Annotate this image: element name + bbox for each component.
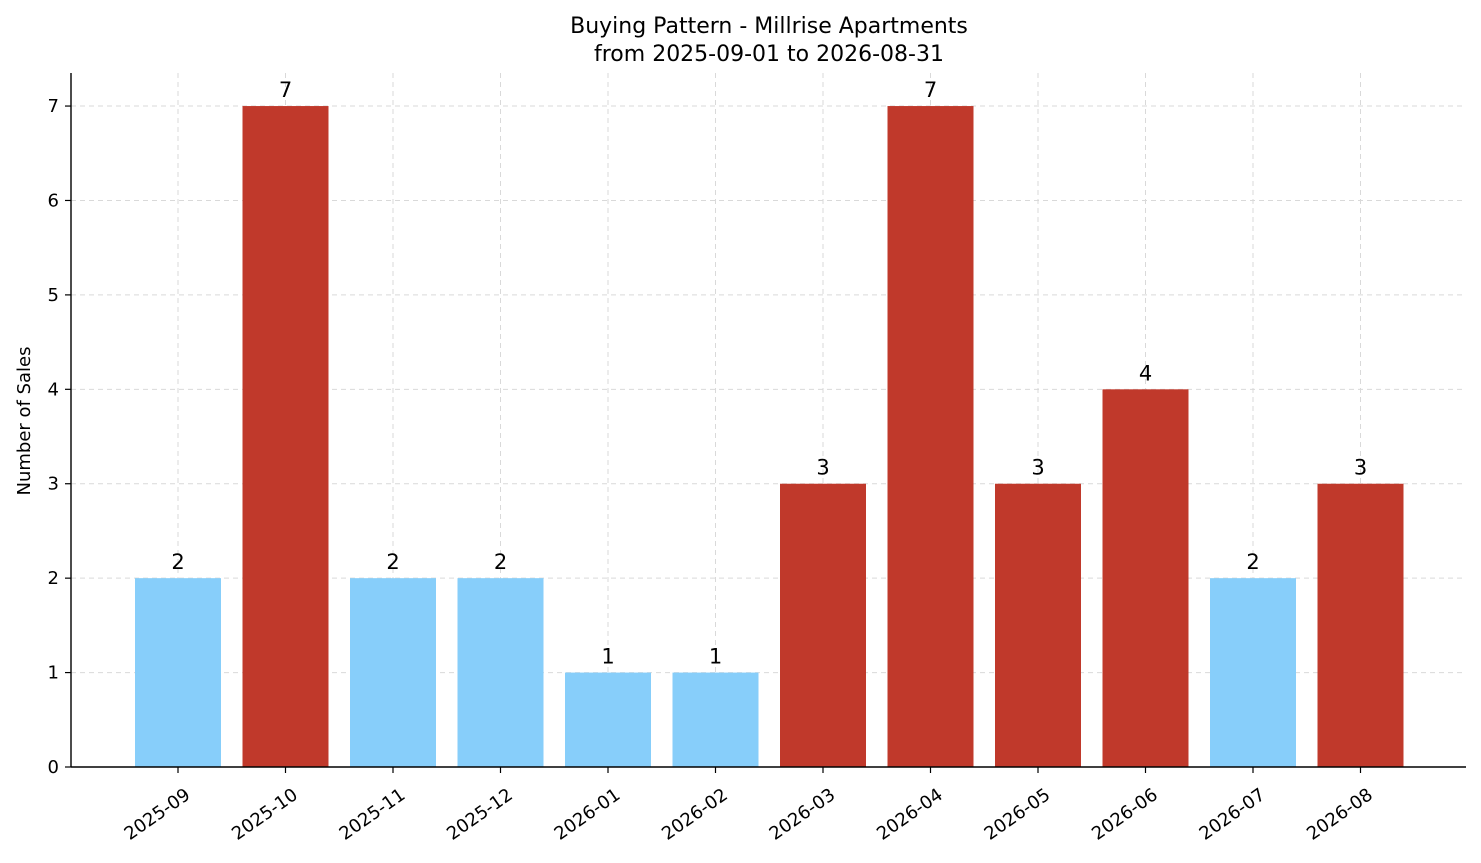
bar-2026-05 [995, 483, 1081, 767]
bar-2025-10 [242, 106, 329, 768]
x-tick-label: 2026-08 [1303, 784, 1377, 844]
data-label-2025-10: 7 [279, 78, 292, 102]
data-label-2025-12: 2 [494, 550, 507, 574]
data-label-2026-01: 1 [601, 645, 614, 669]
data-label-2026-02: 1 [709, 645, 722, 669]
x-tick-label: 2026-02 [658, 784, 732, 844]
chart-title: Buying Pattern - Millrise Apartments [570, 14, 968, 39]
data-label-2025-09: 2 [171, 550, 184, 574]
bar-2025-11 [350, 578, 436, 767]
y-tick-label: 4 [48, 379, 59, 400]
bar-2026-04 [887, 106, 974, 768]
bar-2026-03 [780, 483, 866, 767]
x-tick-label: 2026-01 [551, 784, 625, 844]
bar-2026-07 [1210, 578, 1296, 767]
x-tick-label: 2025-12 [443, 784, 517, 844]
bar-2025-09 [135, 578, 221, 767]
x-tick-label: 2026-07 [1196, 784, 1270, 844]
y-tick-label: 1 [48, 663, 59, 684]
data-label-2026-07: 2 [1246, 550, 1259, 574]
x-tick-label: 2026-03 [766, 784, 840, 844]
bar-2026-06 [1102, 389, 1189, 767]
x-tick-label: 2025-09 [121, 784, 195, 844]
data-label-layer: 2 7 2 2 1 1 3 7 3 4 2 3 [171, 78, 1367, 669]
bar-2026-02 [672, 672, 759, 767]
bar-2026-08 [1317, 483, 1404, 767]
y-tick-label: 3 [48, 474, 59, 495]
data-label-2026-03: 3 [816, 456, 829, 480]
data-label-2026-06: 4 [1139, 361, 1152, 385]
y-tick-label: 7 [48, 96, 59, 117]
x-tick-label: 2026-06 [1088, 784, 1162, 844]
data-label-2026-04: 7 [924, 78, 937, 102]
x-tick-label: 2026-05 [981, 784, 1055, 844]
bar-2026-01 [565, 672, 651, 767]
data-label-2026-05: 3 [1031, 456, 1044, 480]
chart-subtitle: from 2025-09-01 to 2026-08-31 [594, 42, 944, 67]
y-tick-label: 5 [48, 285, 59, 306]
y-tick-label: 2 [48, 568, 59, 589]
x-tick-label: 2025-10 [228, 784, 302, 844]
data-label-2026-08: 3 [1354, 456, 1367, 480]
y-tick-label: 6 [48, 190, 59, 211]
data-label-2025-11: 2 [386, 550, 399, 574]
bar-2025-12 [457, 578, 544, 767]
y-tick-label: 0 [48, 757, 59, 778]
y-axis-label: Number of Sales [14, 346, 35, 495]
x-tick-label: 2026-04 [873, 784, 947, 844]
bar-layer [135, 106, 1404, 768]
x-tick-label: 2025-11 [336, 784, 410, 844]
